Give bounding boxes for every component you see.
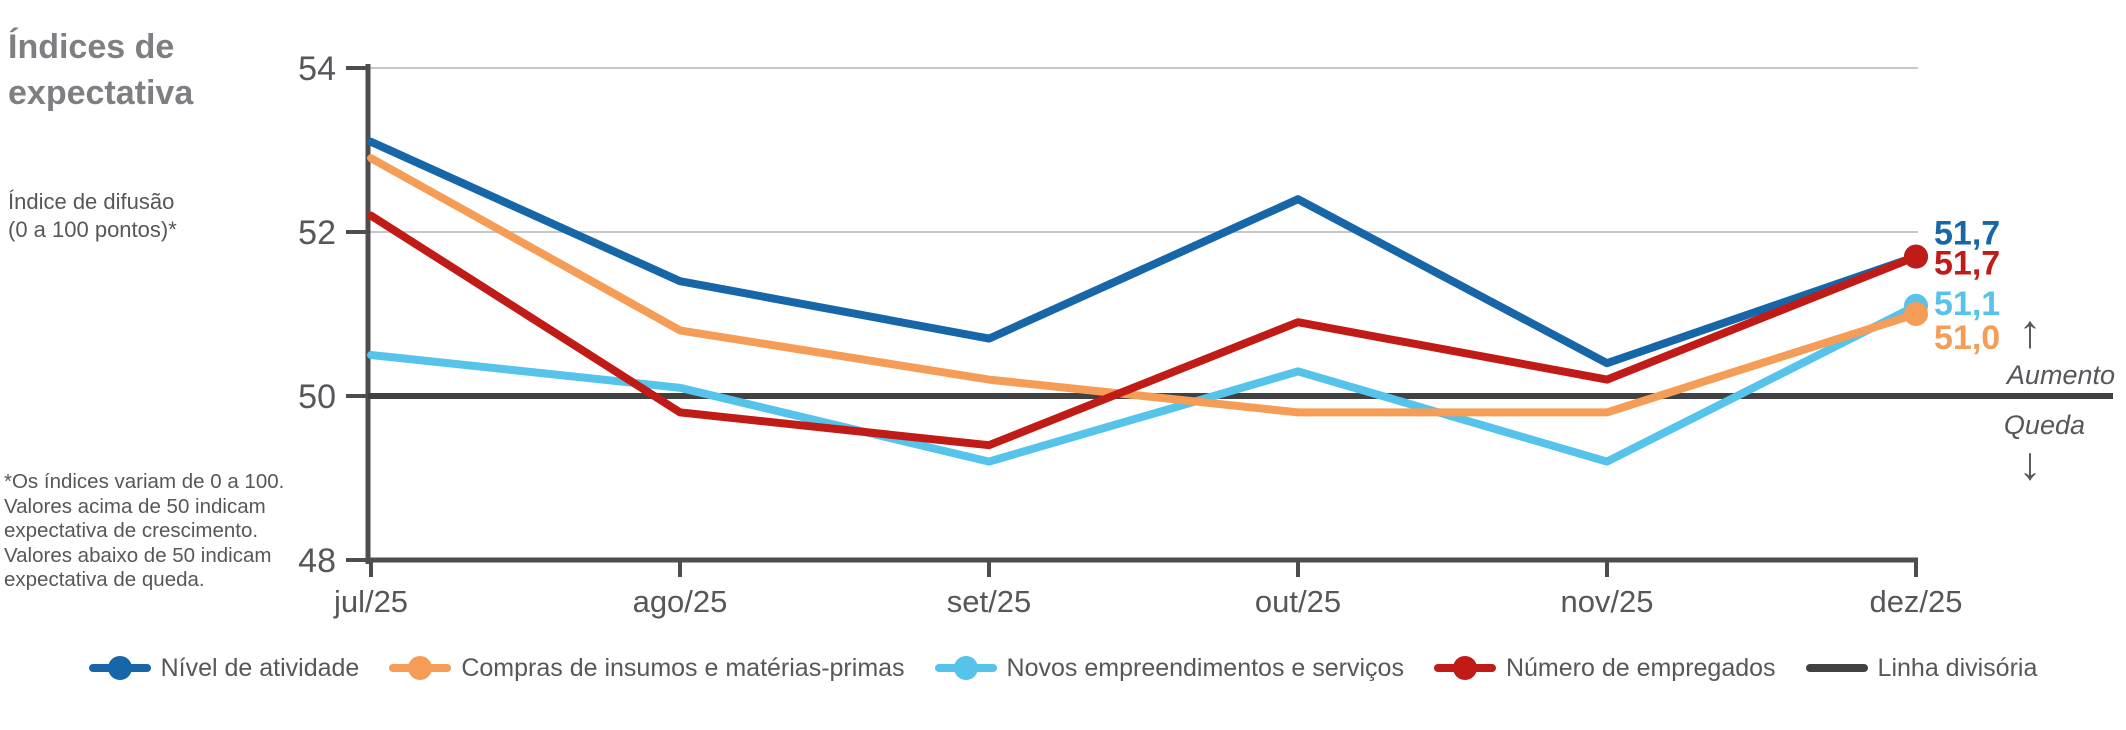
decrease-arrow-icon: ↓ bbox=[2018, 437, 2042, 489]
legend-item: Novos empreendimentos e serviços bbox=[934, 653, 1404, 683]
page-title: Índices de expectativa bbox=[8, 24, 193, 116]
series-end-label-compras-de-insumos-e-materias-primas: 51,0 bbox=[1934, 319, 2000, 357]
legend-label: Compras de insumos e matérias-primas bbox=[461, 653, 905, 682]
legend-swatch-icon bbox=[1433, 656, 1496, 680]
chart-subtitle-line1: Índice de difusão bbox=[8, 189, 175, 214]
x-tick-label-jul/25: jul/25 bbox=[333, 584, 408, 619]
legend-label: Nível de atividade bbox=[160, 653, 360, 682]
legend-swatch-icon bbox=[88, 656, 151, 680]
legend-swatch-icon bbox=[934, 656, 997, 680]
x-tick-label-dez/25: dez/25 bbox=[1869, 584, 1962, 619]
legend-dot-icon bbox=[408, 656, 433, 680]
series-end-dot-numero-de-empregados bbox=[1904, 244, 1928, 269]
legend-label: Novos empreendimentos e serviços bbox=[1006, 653, 1404, 682]
legend-item: Número de empregados bbox=[1433, 653, 1776, 683]
page-title-line2: expectativa bbox=[8, 74, 194, 112]
legend-swatch-icon bbox=[1805, 664, 1868, 672]
chart-subtitle: Índice de difusão (0 a 100 pontos)* bbox=[8, 188, 177, 244]
footnote-line: *Os índices variam de 0 a 100. bbox=[4, 470, 285, 493]
legend-label: Número de empregados bbox=[1505, 653, 1776, 682]
decrease-label: Queda bbox=[2003, 410, 2085, 440]
page-title-line1: Índices de bbox=[8, 28, 175, 66]
x-tick-label-set/25: set/25 bbox=[947, 584, 1031, 619]
footnote-line: Valores abaixo de 50 indicam bbox=[4, 543, 272, 567]
series-end-label-nivel-de-atividade: 51,7 bbox=[1934, 215, 2000, 253]
series-end-label-novos-empreendimentos-e-servicos: 51,1 bbox=[1934, 285, 2000, 323]
legend-swatch-icon bbox=[389, 656, 452, 680]
chart-legend: Nível de atividade Compras de insumos e m… bbox=[0, 646, 2126, 690]
x-tick-label-nov/25: nov/25 bbox=[1560, 584, 1653, 619]
legend-item: Linha divisória bbox=[1805, 653, 2038, 683]
x-tick-label-ago/25: ago/25 bbox=[633, 584, 728, 619]
y-tick-label-52: 52 bbox=[298, 214, 336, 252]
footnote: *Os índices variam de 0 a 100. Valores a… bbox=[4, 470, 284, 593]
chart-subtitle-line2: (0 a 100 pontos)* bbox=[8, 217, 177, 242]
footnote-line: expectativa de crescimento. bbox=[4, 519, 259, 542]
y-tick-label-54: 54 bbox=[298, 50, 336, 88]
legend-label: Linha divisória bbox=[1877, 653, 2038, 682]
y-tick-label-50: 50 bbox=[298, 378, 336, 416]
series-end-label-numero-de-empregados: 51,7 bbox=[1934, 245, 2000, 283]
x-tick-label-out/25: out/25 bbox=[1255, 584, 1341, 619]
legend-dot-icon bbox=[1452, 656, 1477, 680]
legend-item: Nível de atividade bbox=[88, 653, 360, 683]
legend-item: Compras de insumos e matérias-primas bbox=[389, 653, 905, 683]
footnote-line: expectativa de queda. bbox=[4, 568, 205, 591]
y-tick-label-48: 48 bbox=[298, 542, 336, 580]
increase-arrow-icon: ↑ bbox=[2018, 305, 2042, 357]
series-end-dot-compras-de-insumos-e-materias-primas bbox=[1904, 302, 1928, 326]
legend-dot-icon bbox=[107, 656, 132, 680]
series-line-compras-de-insumos-e-materias-primas bbox=[367, 154, 1920, 417]
legend-dot-icon bbox=[953, 656, 978, 680]
footnote-line: Valores acima de 50 indicam bbox=[4, 494, 266, 518]
increase-label: Aumento bbox=[2006, 360, 2115, 390]
series-line-nivel-de-atividade bbox=[367, 137, 1920, 368]
series-line-numero-de-empregados bbox=[367, 211, 1920, 450]
